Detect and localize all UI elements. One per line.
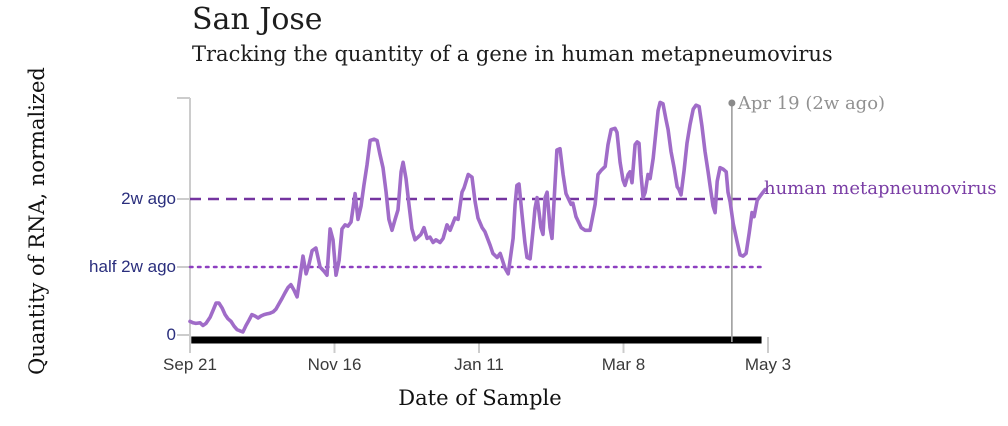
y-tick-label: 2w ago [121, 189, 176, 208]
vertical-marker-dot [728, 99, 736, 107]
series-label[interactable]: human metapneumovirus [764, 178, 997, 200]
x-tick-label: Nov 16 [307, 355, 362, 374]
x-axis-title: Date of Sample [398, 386, 562, 410]
chart-subtitle: Tracking the quantity of a gene in human… [192, 42, 833, 66]
vertical-marker-label: Apr 19 (2w ago) [737, 93, 886, 114]
x-tick-label: Sep 21 [163, 355, 217, 374]
series-line-human-metapneumovirus[interactable] [188, 100, 768, 334]
x-tick-label: May 3 [744, 355, 792, 374]
y-tick-label: 0 [166, 325, 176, 344]
x-tick-label: Mar 8 [601, 355, 646, 374]
y-tick-label: half 2w ago [89, 257, 176, 276]
page-title: San Jose [192, 2, 323, 37]
x-tick-label: Jan 11 [454, 355, 504, 374]
